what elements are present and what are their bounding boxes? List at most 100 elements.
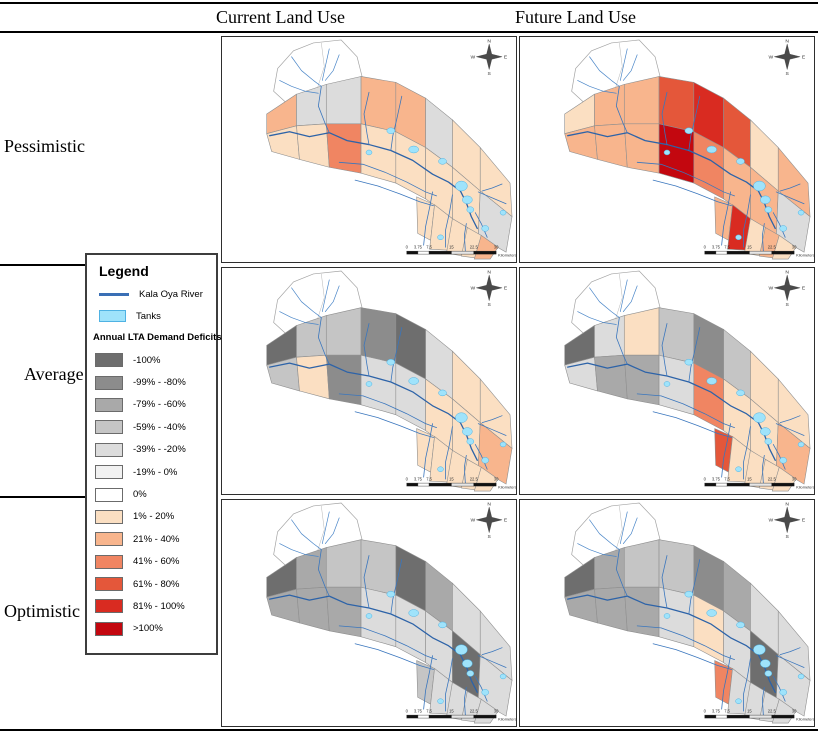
river-line (321, 279, 330, 312)
map-annotation-text: 0 (406, 245, 409, 250)
subwatershed-cell (325, 539, 362, 588)
subwatershed-cell (594, 586, 628, 632)
river-line (636, 625, 735, 660)
river-line (354, 411, 434, 438)
river-line (474, 212, 488, 238)
legend-title: Legend (99, 263, 149, 279)
river-line (652, 411, 732, 438)
river-line (775, 423, 805, 436)
river-line (743, 194, 751, 248)
river-line (636, 161, 735, 197)
map-annotation-text: S (488, 302, 492, 308)
map-panel-pessimistic-current: N S W E 0 3.75 7.5 15 22.5 30 Kilometers (221, 36, 517, 263)
river-line (279, 543, 319, 557)
map-annotation-text: 3.75 (712, 245, 721, 250)
row-label-average: Average (24, 364, 84, 384)
map-annotation-text: 3.75 (712, 477, 721, 482)
subwatershed-cell (623, 76, 660, 125)
river-line (279, 311, 319, 325)
river-line (589, 56, 620, 87)
map-svg-average-current: N S W E 0 3.75 7.5 15 22.5 30 Kilometers (266, 269, 516, 492)
legend-class-row: 21% - 40% (87, 528, 216, 550)
legend-class-label: -79% - -60% (133, 399, 186, 411)
subwatershed-cell (623, 307, 660, 356)
river-line (474, 444, 488, 470)
river-line (577, 311, 617, 325)
tank-shape (438, 389, 447, 397)
river-line (390, 95, 403, 151)
map-annotation-text: S (786, 71, 790, 77)
tank-shape (437, 466, 444, 472)
river-line (445, 426, 453, 480)
map-annotation-text: 15 (747, 245, 752, 250)
river-line (321, 48, 330, 81)
legend-class-swatch (95, 509, 123, 524)
tank-shape (408, 145, 419, 154)
river-line (577, 543, 617, 557)
river-line (619, 48, 628, 81)
legend-class-swatch (95, 375, 123, 390)
river-line (652, 179, 732, 207)
river-line (317, 317, 330, 365)
legend-deficits-header: Annual LTA Demand Deficits (93, 332, 222, 343)
column-header-current: Current Land Use (216, 7, 345, 27)
map-annotation-text: 7.5 (426, 709, 432, 714)
tank-shape (462, 659, 473, 668)
tank-shape (466, 670, 475, 677)
compass-icon: N S W E (470, 38, 507, 77)
subwatershed-cell (594, 123, 628, 168)
compass-icon: N S W E (470, 269, 507, 308)
tank-shape (797, 209, 805, 216)
river-line (652, 643, 732, 670)
river-line (338, 393, 437, 428)
river-line (636, 393, 735, 428)
river-line (619, 279, 628, 312)
map-annotation-text: N (487, 38, 491, 44)
tank-shape (438, 621, 447, 629)
river-line (661, 91, 668, 145)
tank-shape (736, 389, 745, 397)
legend-class-label: -39% - -20% (133, 444, 186, 456)
legend-class-swatch (95, 621, 123, 636)
river-line (338, 161, 437, 197)
tank-shape (499, 673, 507, 680)
map-annotation-text: 22.5 (768, 245, 777, 250)
legend-class-label: -100% (133, 354, 161, 366)
tank-shape (735, 698, 742, 704)
legend-class-label: -59% - -40% (133, 421, 186, 433)
legend-class-row: -100% (87, 349, 216, 371)
tank-shape (706, 609, 717, 617)
map-svg-average-future: N S W E 0 3.75 7.5 15 22.5 30 Kilometers (564, 269, 814, 492)
map-annotation-text: 15 (449, 245, 454, 250)
tank-shape (706, 145, 717, 154)
tank-shape (779, 457, 787, 464)
row-divider-1 (0, 264, 85, 266)
tank-shape (684, 127, 694, 134)
legend-river-row: Kala Oya River (99, 289, 216, 300)
subwatershed-cell (325, 586, 362, 638)
map-annotation-text: 0 (704, 245, 707, 250)
river-line (688, 559, 701, 615)
legend-class-swatch (95, 442, 123, 457)
river-line (324, 285, 340, 312)
tank-shape (438, 158, 447, 165)
river-line (291, 287, 322, 318)
legend-class-swatch (95, 353, 123, 368)
map-panel-optimistic-current: N S W E 0 3.75 7.5 15 22.5 30 Kilometers (221, 499, 517, 727)
tank-shape (663, 613, 671, 619)
legend-class-label: 0% (133, 489, 147, 501)
map-annotation-text: 15 (747, 709, 752, 714)
river-line (477, 655, 507, 668)
map-annotation-text: E (802, 286, 806, 292)
tank-shape (365, 613, 373, 619)
tank-shape (753, 412, 766, 423)
legend-class-swatch (95, 577, 123, 592)
river-line (775, 655, 805, 668)
river-line (445, 194, 453, 248)
map-annotation-text: W (470, 518, 475, 524)
scale-bar: 0 3.75 7.5 15 22.5 30 Kilometers (406, 477, 516, 490)
river-line (661, 323, 668, 377)
river-line (772, 676, 786, 702)
subwatershed-cell (594, 354, 628, 400)
